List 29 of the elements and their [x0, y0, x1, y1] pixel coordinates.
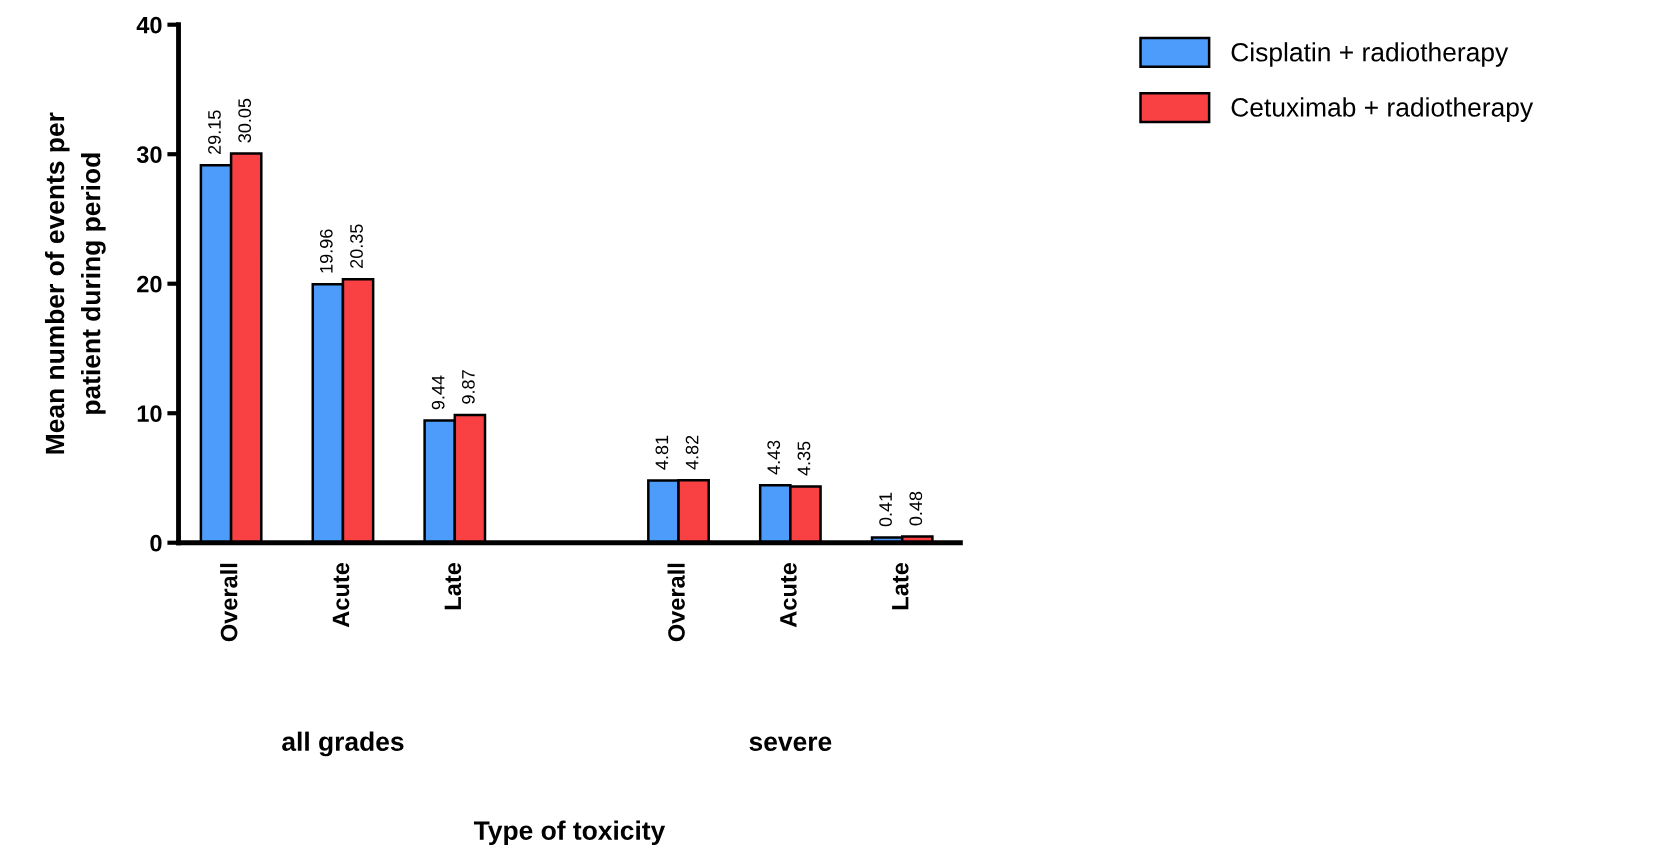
y-tick-label: 10 — [137, 405, 162, 423]
text: all grades — [282, 731, 404, 757]
data-label: 30.05 — [238, 98, 252, 143]
data-label: 4.35 — [797, 441, 811, 476]
data-label: 0.48 — [909, 491, 923, 526]
text: Type of toxicity — [473, 820, 666, 846]
legend-label: Cetuximab + radiotherapy — [1231, 97, 1534, 122]
x-tick-label: Acute — [332, 562, 350, 628]
data-label: 9.87 — [461, 370, 475, 404]
data-label: 0.41 — [879, 492, 892, 527]
y-tick-label: 30 — [136, 146, 162, 164]
x-tick-label: Late — [444, 562, 462, 610]
x-tick-label: Acute — [780, 562, 797, 628]
legend-label: Cisplatin + radiotherapy — [1231, 42, 1509, 67]
x-tick-label: Overall — [220, 563, 238, 642]
y-tick-label: 0 — [150, 534, 162, 552]
data-label: 4.43 — [767, 440, 781, 475]
y-axis-title: Mean number of events per patient during period — [44, 112, 106, 454]
x-tick-label: Late — [892, 562, 909, 610]
data-label: 9.44 — [431, 375, 445, 410]
data-label: 4.81 — [655, 435, 669, 470]
data-label: 4.82 — [685, 435, 699, 470]
data-label: 19.96 — [319, 229, 333, 273]
y-tick-label: 40 — [136, 16, 162, 34]
x-tick-label: Overall — [667, 563, 685, 642]
text: severe — [749, 736, 832, 751]
data-label: 20.35 — [350, 224, 363, 268]
y-tick-label: 20 — [137, 275, 162, 293]
data-label: 29.15 — [208, 110, 221, 154]
